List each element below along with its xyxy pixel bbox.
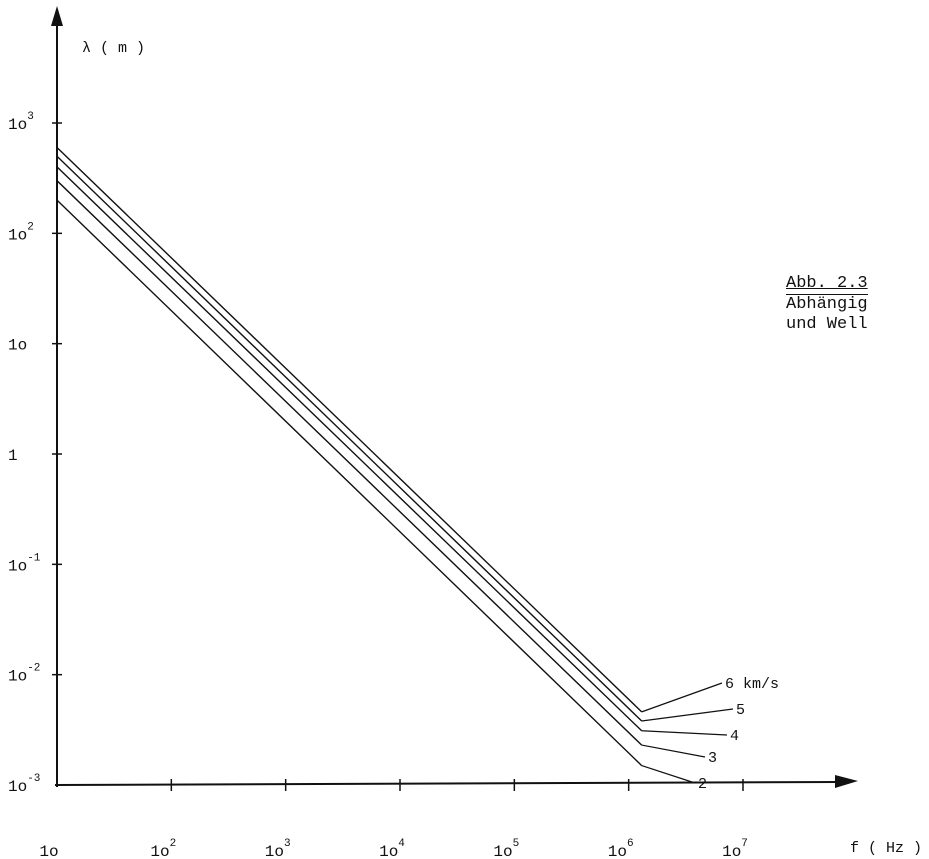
series-line-6 <box>56 146 643 713</box>
y-tick-label: 1o-2 <box>8 663 40 686</box>
series-label-4: 4 <box>730 728 739 745</box>
labels: 1o 1o2 1o3 1o4 1o5 1o6 1o7 1o-3 1o-2 1o-1 1 1o 1o2 1o… <box>8 40 922 859</box>
series-lines <box>56 146 734 784</box>
y-tick-label: 1o-1 <box>8 552 41 575</box>
x-tick-label: 1o7 <box>722 838 748 859</box>
caption-line-2: und Well <box>786 315 868 334</box>
tick-marks <box>52 122 744 791</box>
series-leader-2 <box>641 765 696 784</box>
series-line-4 <box>56 166 643 732</box>
series-label-5: 5 <box>736 702 745 719</box>
x-tick-label: 1o2 <box>150 838 176 859</box>
x-tick-label: 1o <box>39 843 58 859</box>
series-leader-5 <box>641 708 734 722</box>
caption-line-1: Abhängig <box>786 294 868 314</box>
series-label-3: 3 <box>708 750 717 767</box>
series-leader-3 <box>641 744 706 758</box>
series-line-2 <box>56 199 643 767</box>
y-tick-label: 1o3 <box>8 111 34 134</box>
figure-caption: Abb. 2.3 Abhängig und Well <box>786 274 868 335</box>
series-label-2: 2 <box>698 776 707 793</box>
x-axis-arrow <box>835 775 858 788</box>
x-axis-line <box>54 781 841 786</box>
series-leader-4 <box>641 730 728 736</box>
series-line-3 <box>56 180 643 746</box>
x-tick-label: 1o5 <box>493 838 519 859</box>
series-label-6: 6 km/s <box>725 676 779 693</box>
x-axis-title: f ( Hz ) <box>850 840 922 857</box>
axes <box>51 6 858 788</box>
y-tick-label: 1o2 <box>8 221 34 244</box>
x-tick-label: 1o6 <box>608 838 634 859</box>
caption-title: Abb. 2.3 <box>786 274 868 293</box>
series-leader-6 <box>641 682 723 713</box>
y-tick-label: 1o-3 <box>8 773 40 796</box>
y-axis-arrow <box>51 6 63 26</box>
series-line-5 <box>56 155 643 722</box>
y-tick-label: 1o <box>8 337 27 355</box>
y-tick-label: 1 <box>8 447 18 465</box>
x-tick-label: 1o4 <box>379 838 405 859</box>
x-tick-label: 1o3 <box>265 838 291 859</box>
y-axis-title: λ ( m ) <box>82 40 145 57</box>
